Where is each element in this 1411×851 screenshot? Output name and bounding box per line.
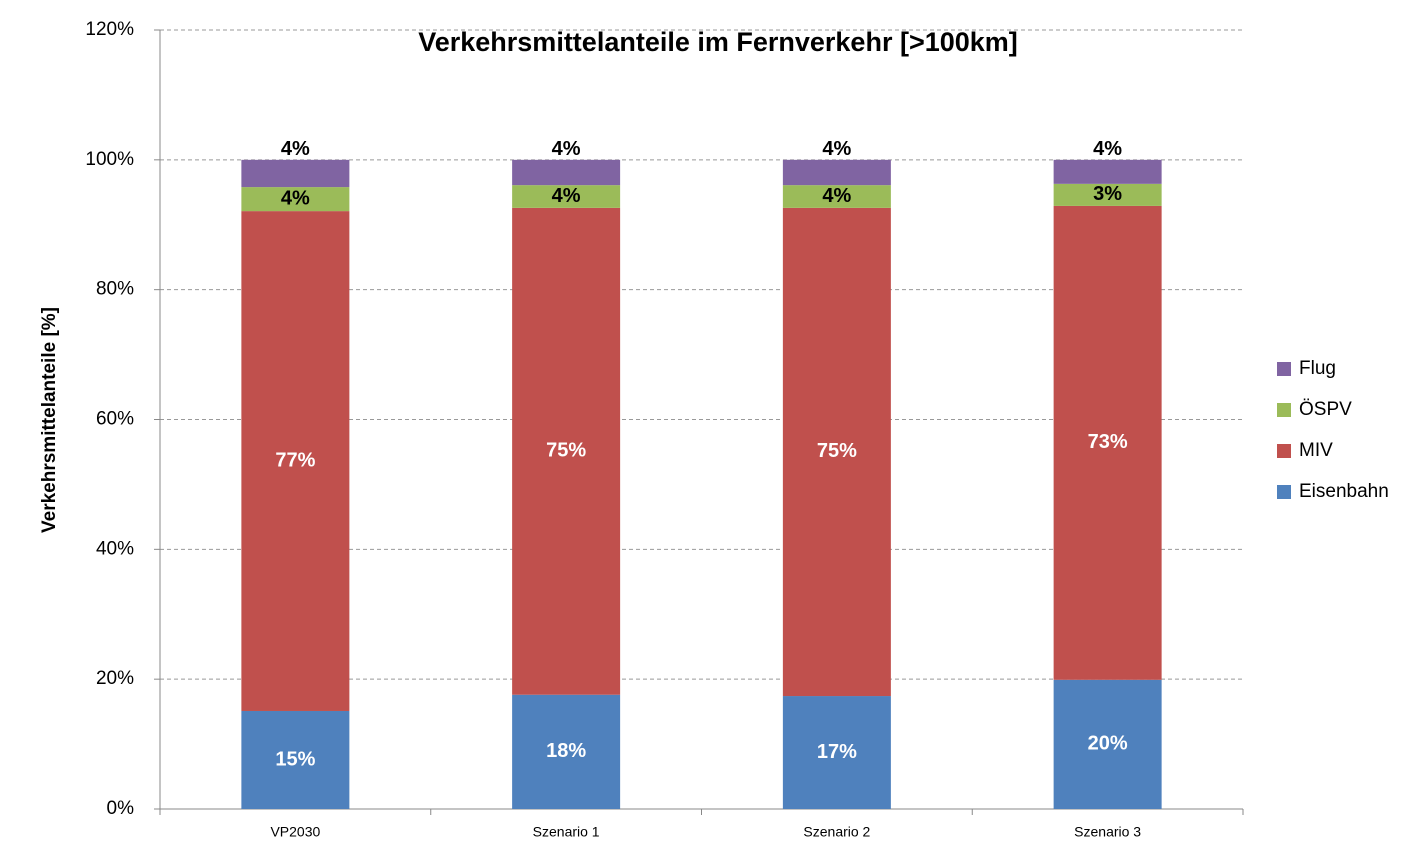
bar-segment	[1053, 183, 1162, 206]
legend-label: Flug	[1299, 358, 1336, 379]
data-label: 73%	[1088, 431, 1128, 453]
chart-title: Verkehrsmittelanteile im Fernverkehr [>1…	[418, 27, 1018, 57]
bar-segment	[512, 207, 621, 695]
data-label: 4%	[552, 138, 581, 160]
y-tick-label: 120%	[85, 19, 134, 40]
y-axis-label: Verkehrsmittelanteile [%]	[39, 307, 60, 533]
data-label: 4%	[552, 185, 581, 207]
data-label: 4%	[822, 138, 851, 160]
data-label: 4%	[1093, 138, 1122, 160]
bar-segment	[782, 207, 891, 697]
y-tick-label: 0%	[107, 798, 135, 819]
data-label: 4%	[281, 138, 310, 160]
x-tick-label: Szenario 1	[533, 824, 600, 840]
data-label: 4%	[281, 187, 310, 209]
data-label: 18%	[546, 740, 586, 762]
y-tick-label: 40%	[96, 538, 134, 559]
y-tick-label: 100%	[85, 149, 134, 170]
legend-label: Eisenbahn	[1299, 481, 1389, 502]
legend-swatch	[1277, 444, 1291, 458]
x-tick-label: Szenario 3	[1074, 824, 1141, 840]
bar-segment	[782, 696, 891, 809]
bar-segment	[512, 694, 621, 809]
bar-segment	[241, 710, 350, 809]
legend-swatch	[1277, 362, 1291, 376]
bar-segment	[1053, 205, 1162, 680]
x-tick-label: VP2030	[270, 824, 320, 840]
bar-segment	[512, 185, 621, 208]
bar-segment	[782, 185, 891, 208]
bar-segment	[782, 159, 891, 186]
y-tick-label: 80%	[96, 279, 134, 300]
bar-segment	[241, 187, 350, 212]
bar-segment	[1053, 679, 1162, 809]
y-tick-label: 60%	[96, 409, 134, 430]
bar-segment	[241, 159, 350, 188]
data-label: 75%	[546, 440, 586, 462]
bar-segment	[241, 211, 350, 711]
legend-swatch	[1277, 485, 1291, 499]
data-label: 4%	[822, 185, 851, 207]
legend-swatch	[1277, 403, 1291, 417]
data-label: 20%	[1088, 733, 1128, 755]
bar-segment	[1053, 159, 1162, 184]
legend-label: MIV	[1299, 440, 1333, 461]
data-label: 15%	[275, 748, 315, 770]
bar-segment	[512, 159, 621, 186]
data-label: 3%	[1093, 183, 1122, 205]
data-label: 75%	[817, 440, 857, 462]
data-label: 17%	[817, 741, 857, 763]
y-tick-label: 20%	[96, 668, 134, 689]
x-tick-label: Szenario 2	[803, 824, 870, 840]
legend-label: ÖSPV	[1299, 399, 1352, 420]
data-label: 77%	[275, 449, 315, 471]
